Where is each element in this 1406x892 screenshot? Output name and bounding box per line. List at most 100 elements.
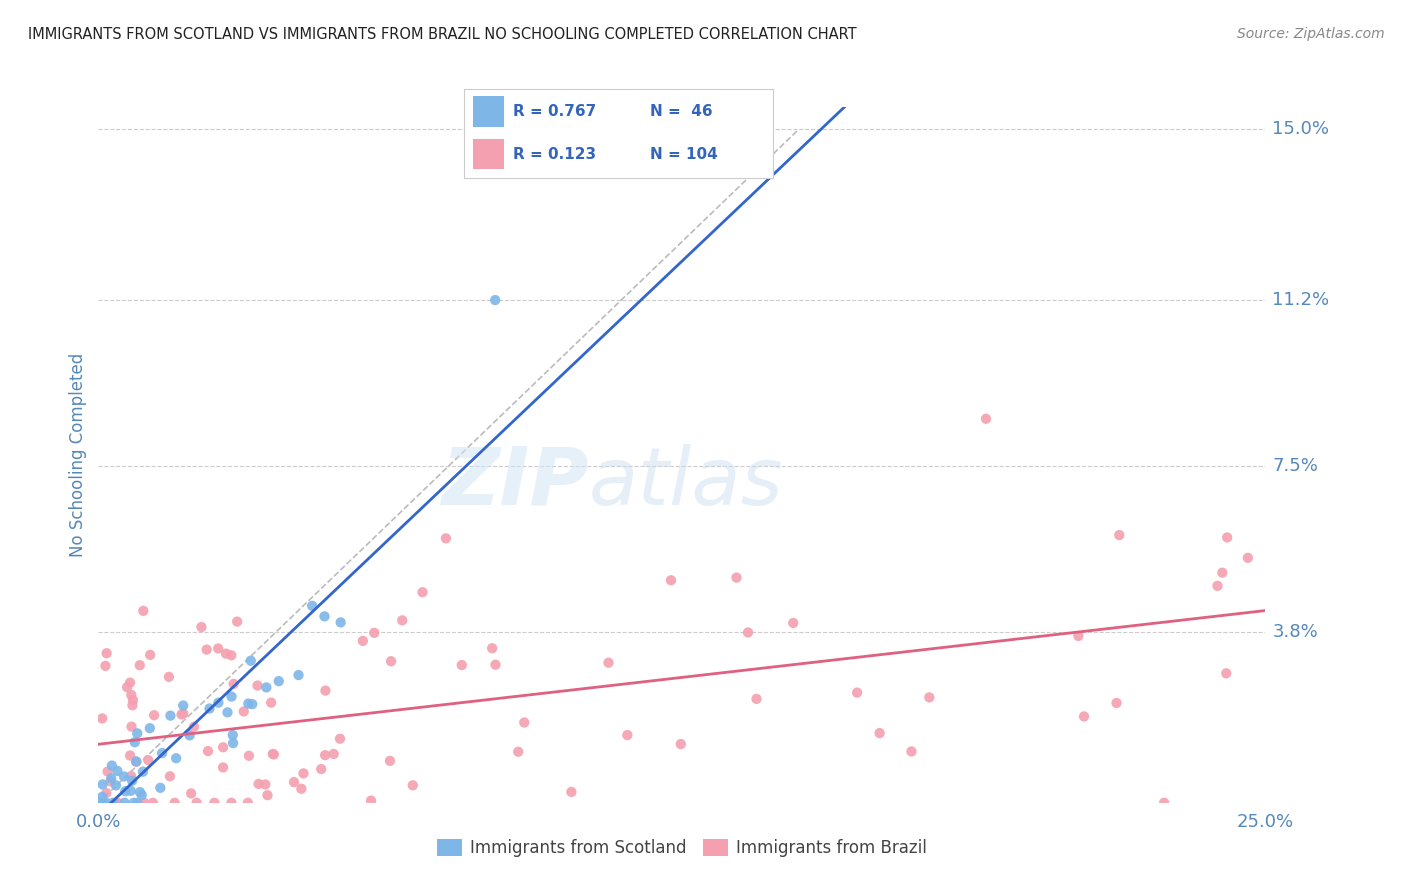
- Point: [290, 781, 312, 796]
- Point: [560, 785, 582, 799]
- Point: [87, 796, 110, 810]
- Point: [100, 774, 122, 789]
- Text: IMMIGRANTS FROM SCOTLAND VS IMMIGRANTS FROM BRAZIL NO SCHOOLING COMPLETED CORREL: IMMIGRANTS FROM SCOTLAND VS IMMIGRANTS F…: [28, 27, 856, 42]
- Point: [221, 648, 243, 663]
- Point: [207, 696, 229, 710]
- Point: [262, 747, 284, 761]
- Point: [1073, 709, 1095, 723]
- Point: [598, 656, 620, 670]
- Point: [195, 642, 218, 657]
- Point: [322, 747, 344, 761]
- Point: [260, 696, 283, 710]
- Point: [287, 668, 309, 682]
- Text: N =  46: N = 46: [650, 104, 713, 119]
- Text: R = 0.767: R = 0.767: [513, 104, 596, 119]
- Point: [107, 764, 129, 778]
- Point: [246, 679, 269, 693]
- Point: [616, 728, 638, 742]
- Point: [165, 751, 187, 765]
- Point: [363, 625, 385, 640]
- Point: [180, 786, 202, 800]
- Point: [391, 613, 413, 627]
- Point: [136, 753, 159, 767]
- Point: [120, 769, 142, 783]
- Bar: [474, 139, 505, 169]
- Point: [1236, 550, 1258, 565]
- Point: [1216, 531, 1239, 545]
- Text: 3.8%: 3.8%: [1272, 624, 1319, 641]
- Bar: [474, 96, 505, 127]
- Point: [254, 681, 277, 695]
- Point: [91, 796, 114, 810]
- Point: [283, 775, 305, 789]
- Point: [782, 615, 804, 630]
- Point: [380, 654, 402, 668]
- Point: [314, 683, 336, 698]
- Point: [149, 780, 172, 795]
- Point: [484, 293, 506, 307]
- Point: [737, 625, 759, 640]
- Point: [1108, 528, 1130, 542]
- Point: [1211, 566, 1233, 580]
- Point: [127, 726, 149, 740]
- Point: [96, 646, 118, 660]
- Point: [121, 773, 143, 788]
- Text: R = 0.123: R = 0.123: [513, 147, 596, 161]
- Point: [91, 789, 114, 804]
- Point: [314, 748, 336, 763]
- Point: [139, 648, 162, 662]
- Point: [198, 701, 221, 715]
- Point: [120, 675, 142, 690]
- Point: [150, 746, 173, 760]
- Point: [94, 659, 117, 673]
- Point: [974, 411, 997, 425]
- Point: [114, 796, 136, 810]
- Point: [222, 728, 245, 742]
- Point: [918, 690, 941, 705]
- Point: [869, 726, 891, 740]
- Text: 11.2%: 11.2%: [1272, 291, 1330, 309]
- Point: [745, 691, 768, 706]
- Point: [226, 615, 249, 629]
- Point: [96, 796, 118, 810]
- Point: [101, 796, 124, 810]
- Point: [240, 697, 263, 711]
- Point: [1067, 629, 1090, 643]
- Point: [309, 762, 332, 776]
- Point: [170, 707, 193, 722]
- Point: [104, 778, 127, 792]
- Point: [221, 796, 243, 810]
- Text: 7.5%: 7.5%: [1272, 457, 1319, 475]
- Point: [217, 706, 239, 720]
- Point: [329, 615, 352, 630]
- Point: [172, 706, 194, 721]
- Point: [1215, 666, 1237, 681]
- Point: [91, 796, 114, 810]
- Point: [212, 740, 235, 755]
- Point: [301, 599, 323, 613]
- Point: [132, 604, 155, 618]
- Point: [132, 764, 155, 779]
- Legend: Immigrants from Scotland, Immigrants from Brazil: Immigrants from Scotland, Immigrants fro…: [430, 832, 934, 864]
- Point: [669, 737, 692, 751]
- Point: [91, 777, 114, 791]
- Text: 15.0%: 15.0%: [1272, 120, 1330, 138]
- Point: [107, 796, 129, 810]
- Point: [232, 705, 254, 719]
- Point: [134, 796, 156, 810]
- Point: [221, 690, 243, 704]
- Point: [129, 785, 152, 799]
- Point: [1206, 579, 1229, 593]
- Point: [97, 764, 120, 779]
- Point: [157, 670, 180, 684]
- Point: [143, 708, 166, 723]
- Point: [190, 620, 212, 634]
- Point: [128, 658, 150, 673]
- Point: [247, 777, 270, 791]
- Point: [212, 760, 235, 774]
- Point: [256, 788, 278, 802]
- Point: [120, 784, 142, 798]
- Point: [329, 731, 352, 746]
- Point: [238, 697, 260, 711]
- Point: [172, 698, 194, 713]
